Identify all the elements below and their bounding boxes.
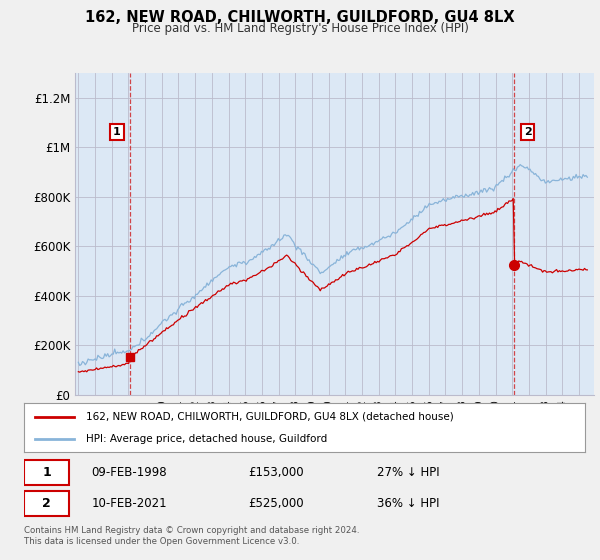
Text: 1: 1 <box>113 127 121 137</box>
Text: 162, NEW ROAD, CHILWORTH, GUILDFORD, GU4 8LX (detached house): 162, NEW ROAD, CHILWORTH, GUILDFORD, GU4… <box>86 412 454 422</box>
Text: £153,000: £153,000 <box>248 466 304 479</box>
Text: 162, NEW ROAD, CHILWORTH, GUILDFORD, GU4 8LX: 162, NEW ROAD, CHILWORTH, GUILDFORD, GU4… <box>85 10 515 25</box>
Text: HPI: Average price, detached house, Guildford: HPI: Average price, detached house, Guil… <box>86 434 327 444</box>
Text: 09-FEB-1998: 09-FEB-1998 <box>91 466 167 479</box>
Text: 2: 2 <box>42 497 51 510</box>
Text: 27% ↓ HPI: 27% ↓ HPI <box>377 466 440 479</box>
Text: £525,000: £525,000 <box>248 497 304 510</box>
FancyBboxPatch shape <box>24 492 69 516</box>
Text: 10-FEB-2021: 10-FEB-2021 <box>91 497 167 510</box>
Text: 36% ↓ HPI: 36% ↓ HPI <box>377 497 440 510</box>
Text: 1: 1 <box>42 466 51 479</box>
Text: Contains HM Land Registry data © Crown copyright and database right 2024.
This d: Contains HM Land Registry data © Crown c… <box>24 526 359 546</box>
Text: 2: 2 <box>524 127 532 137</box>
Text: Price paid vs. HM Land Registry's House Price Index (HPI): Price paid vs. HM Land Registry's House … <box>131 22 469 35</box>
FancyBboxPatch shape <box>24 460 69 484</box>
